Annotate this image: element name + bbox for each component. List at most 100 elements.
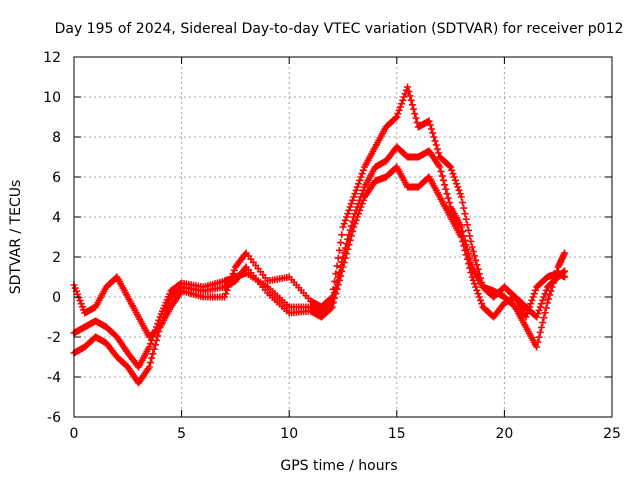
interpolated-point bbox=[535, 306, 543, 314]
data-point bbox=[339, 223, 347, 231]
interpolated-point bbox=[442, 185, 450, 193]
interpolated-point bbox=[229, 270, 237, 278]
interpolated-point bbox=[462, 215, 470, 223]
interpolated-point bbox=[331, 277, 339, 285]
interpolated-point bbox=[449, 170, 457, 178]
x-axis-label: GPS time / hours bbox=[280, 458, 397, 474]
data-point bbox=[522, 313, 530, 321]
interpolated-point bbox=[358, 190, 366, 198]
interpolated-point bbox=[337, 239, 345, 247]
interpolated-point bbox=[351, 190, 359, 198]
plot-frame bbox=[73, 56, 613, 418]
interpolated-point bbox=[453, 180, 461, 188]
x-tick-label: 0 bbox=[70, 426, 79, 442]
data-point bbox=[145, 343, 153, 351]
interpolated-point bbox=[335, 268, 343, 276]
interpolated-point bbox=[353, 183, 361, 191]
interpolated-point bbox=[475, 293, 483, 301]
interpolated-point bbox=[467, 237, 475, 245]
interpolated-point bbox=[540, 314, 548, 322]
interpolated-point bbox=[338, 231, 346, 239]
interpolated-point bbox=[337, 263, 345, 271]
interpolated-point bbox=[443, 190, 451, 198]
y-axis-label: SDTVAR / TECUs bbox=[8, 180, 24, 295]
chart-title: Day 195 of 2024, Sidereal Day-to-day VTE… bbox=[55, 21, 624, 37]
data-point bbox=[447, 163, 455, 171]
interpolated-point bbox=[356, 196, 364, 204]
interpolated-point bbox=[347, 200, 355, 208]
interpolated-point bbox=[476, 296, 484, 304]
interpolated-point bbox=[431, 137, 439, 145]
interpolated-point bbox=[461, 236, 469, 244]
x-tick-label: 10 bbox=[280, 426, 298, 442]
interpolated-point bbox=[353, 203, 361, 211]
interpolated-point bbox=[469, 276, 477, 284]
data-point bbox=[533, 313, 541, 321]
interpolated-point bbox=[439, 176, 447, 184]
interpolated-point bbox=[343, 213, 351, 221]
interpolated-point bbox=[427, 125, 435, 133]
interpolated-point bbox=[534, 310, 542, 318]
interpolated-point bbox=[356, 176, 364, 184]
data-point bbox=[543, 299, 551, 307]
interpolated-point bbox=[228, 273, 236, 281]
interpolated-point bbox=[341, 244, 349, 252]
interpolated-point bbox=[352, 206, 360, 214]
interpolated-point bbox=[399, 96, 407, 104]
data-point bbox=[425, 117, 433, 125]
data-point bbox=[328, 299, 336, 307]
axis-ticks: 0 5 10 15 20 25 -6 -4 -2 0 2 4 6 8 10 12 bbox=[43, 50, 621, 442]
interpolated-point bbox=[536, 303, 544, 311]
interpolated-point bbox=[547, 287, 555, 295]
interpolated-point bbox=[476, 274, 484, 282]
interpolated-point bbox=[400, 93, 408, 101]
interpolated-point bbox=[358, 170, 366, 178]
interpolated-point bbox=[346, 203, 354, 211]
data-point bbox=[393, 113, 401, 121]
interpolated-point bbox=[351, 210, 359, 218]
data-point bbox=[561, 273, 569, 281]
interpolated-point bbox=[450, 173, 458, 181]
interpolated-point bbox=[467, 259, 475, 267]
data-point bbox=[561, 249, 569, 257]
interpolated-point bbox=[472, 283, 480, 291]
y-tick-label: 8 bbox=[52, 130, 61, 146]
data-point bbox=[328, 293, 336, 301]
interpolated-point bbox=[149, 350, 157, 358]
data-point bbox=[350, 213, 358, 221]
interpolated-point bbox=[437, 167, 445, 175]
interpolated-point bbox=[523, 310, 531, 318]
interpolated-point bbox=[341, 216, 349, 224]
interpolated-point bbox=[346, 226, 354, 234]
interpolated-point bbox=[352, 186, 360, 194]
interpolated-point bbox=[465, 250, 473, 258]
interpolated-point bbox=[478, 300, 486, 308]
interpolated-point bbox=[406, 92, 414, 100]
y-tick-label: 12 bbox=[43, 50, 61, 66]
interpolated-point bbox=[147, 359, 155, 367]
y-tick-label: 0 bbox=[52, 290, 61, 306]
x-tick-label: 15 bbox=[388, 426, 406, 442]
interpolated-point bbox=[150, 345, 158, 353]
interpolated-point bbox=[546, 291, 554, 299]
interpolated-point bbox=[401, 90, 409, 98]
interpolated-point bbox=[334, 273, 342, 281]
interpolated-point bbox=[527, 300, 535, 308]
data-point bbox=[457, 223, 465, 231]
interpolated-point bbox=[343, 240, 351, 248]
interpolated-point bbox=[474, 290, 482, 298]
interpolated-point bbox=[407, 96, 415, 104]
interpolated-point bbox=[222, 290, 230, 298]
interpolated-point bbox=[459, 227, 467, 235]
interpolated-point bbox=[430, 133, 438, 141]
interpolated-point bbox=[224, 283, 232, 291]
interpolated-point bbox=[357, 173, 365, 181]
interpolated-point bbox=[461, 210, 469, 218]
interpolated-point bbox=[542, 304, 550, 312]
x-tick-label: 5 bbox=[177, 426, 186, 442]
interpolated-point bbox=[344, 235, 352, 243]
interpolated-point bbox=[445, 162, 453, 170]
interpolated-point bbox=[345, 231, 353, 239]
interpolated-point bbox=[359, 186, 367, 194]
